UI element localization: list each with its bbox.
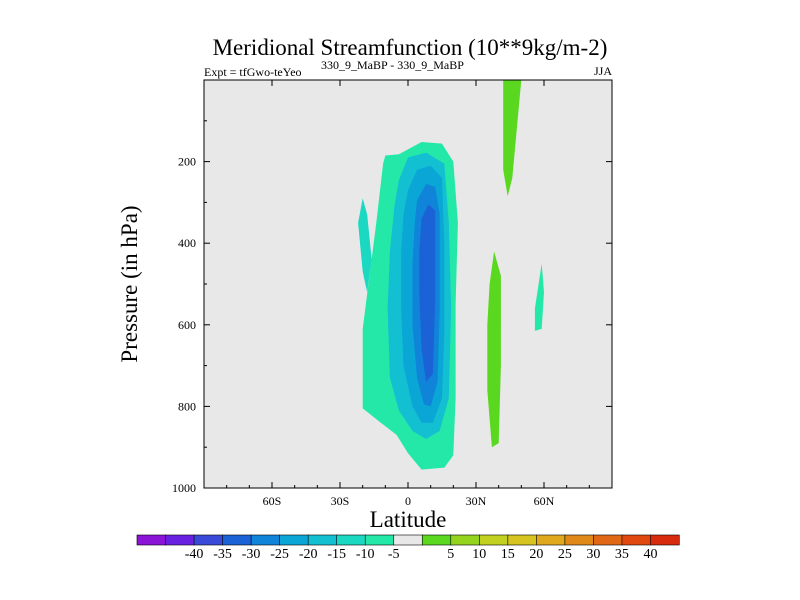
colorbar-swatch (222, 534, 252, 546)
colorbar-label: -30 (242, 547, 261, 562)
colorbar-swatch (593, 534, 623, 546)
y-tick-label: 400 (178, 236, 196, 250)
colorbar-label: 10 (472, 547, 486, 562)
x-tick-label: 30S (331, 494, 350, 508)
y-ticks: 200 400 600 800 1000 (172, 120, 612, 495)
colorbar-swatch (136, 534, 167, 546)
colorbar-label: 5 (447, 547, 454, 562)
colorbar-swatch (250, 534, 281, 546)
colorbar-label: -35 (213, 547, 232, 562)
colorbar-swatch (564, 534, 595, 546)
x-ticks: 60S 30S 0 30N 60N (226, 80, 590, 508)
colorbar-swatch (336, 534, 366, 546)
y-tick-label: 1000 (172, 481, 196, 495)
colorbar-label: -40 (185, 547, 204, 562)
contour-region-8 (534, 263, 544, 331)
colorbar-swatch (307, 534, 338, 546)
colorbar-label: 20 (529, 547, 543, 562)
colorbar-label: -5 (388, 547, 400, 562)
x-tick-label: 0 (405, 494, 411, 508)
colorbar-swatch (193, 534, 224, 546)
colorbar-swatch (479, 534, 509, 546)
colorbar-swatch (165, 534, 195, 546)
colorbar-swatch (421, 534, 452, 546)
colorbar-swatch (364, 534, 395, 546)
colorbar-swatch (393, 534, 423, 546)
colorbar-label: -15 (327, 547, 346, 562)
colorbar-swatch (450, 534, 480, 546)
colorbar-label: 40 (644, 547, 658, 562)
x-tick-label: 60N (534, 494, 555, 508)
chart-subtitle: Expt = tfGwo-teYeo (204, 65, 302, 79)
chart-subtitle-superscript: 330_9_MaBP - 330_9_MaBP (321, 58, 464, 72)
x-tick-label: 60S (263, 494, 282, 508)
colorbar-swatch (279, 534, 309, 546)
colorbar-swatch (507, 534, 537, 546)
colorbar-label: 35 (615, 547, 629, 562)
contour-region-4 (419, 204, 436, 382)
y-tick-label: 200 (178, 155, 196, 169)
colorbar: -40 -35 -30 -25 -20 -15 -10 -5 5 10 15 20 25 30 35 40 (136, 534, 680, 562)
y-tick-label: 800 (178, 399, 196, 413)
colorbar-swatch (621, 534, 652, 546)
x-axis-label: Latitude (370, 507, 447, 532)
contour-region-7 (487, 251, 501, 448)
contour-layer (358, 80, 544, 470)
contour-region-6 (503, 80, 522, 197)
colorbar-label: 25 (558, 547, 572, 562)
colorbar-swatch (536, 534, 566, 546)
colorbar-label: 15 (501, 547, 515, 562)
colorbar-label: -10 (356, 547, 375, 562)
colorbar-swatch (650, 534, 680, 546)
colorbar-label: 30 (586, 547, 600, 562)
colorbar-label: -25 (270, 547, 289, 562)
colorbar-label: -20 (299, 547, 318, 562)
contour-region-5 (358, 198, 372, 293)
chart-title: Meridional Streamfunction (10**9kg/m-2) (213, 35, 608, 60)
x-tick-label: 30N (466, 494, 487, 508)
season-label: JJA (594, 64, 612, 78)
y-tick-label: 600 (178, 318, 196, 332)
y-axis-label: Pressure (in hPa) (117, 205, 142, 362)
